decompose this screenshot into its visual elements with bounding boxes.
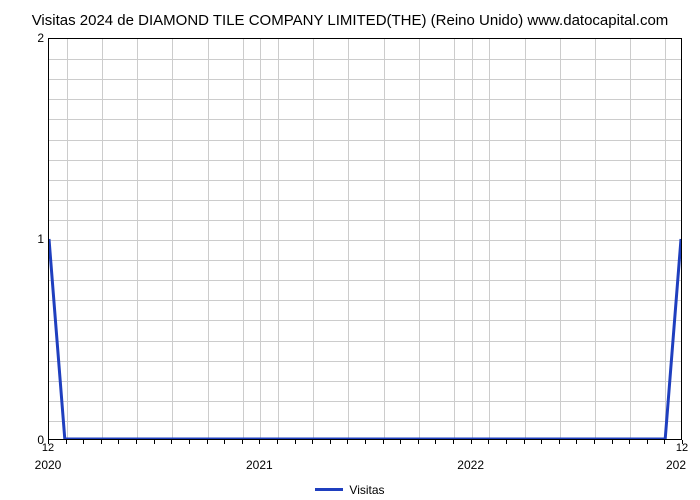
x-tick-label: 2022	[457, 458, 484, 472]
legend-item: Visitas	[315, 483, 384, 497]
chart-title: Visitas 2024 de DIAMOND TILE COMPANY LIM…	[0, 12, 700, 29]
y-tick-label: 1	[24, 232, 44, 246]
x-tick-label: 202	[666, 458, 686, 472]
x-minor-tick-label: 12	[42, 442, 54, 454]
y-tick-label: 2	[24, 31, 44, 45]
plot-area	[48, 38, 682, 440]
legend-label: Visitas	[349, 483, 384, 497]
legend-swatch	[315, 488, 343, 491]
chart-container: Visitas 2024 de DIAMOND TILE COMPANY LIM…	[0, 0, 700, 500]
legend: Visitas	[0, 478, 700, 497]
x-minor-tick-label: 12	[676, 442, 688, 454]
x-tick-label: 2021	[246, 458, 273, 472]
x-tick-label: 2020	[35, 458, 62, 472]
